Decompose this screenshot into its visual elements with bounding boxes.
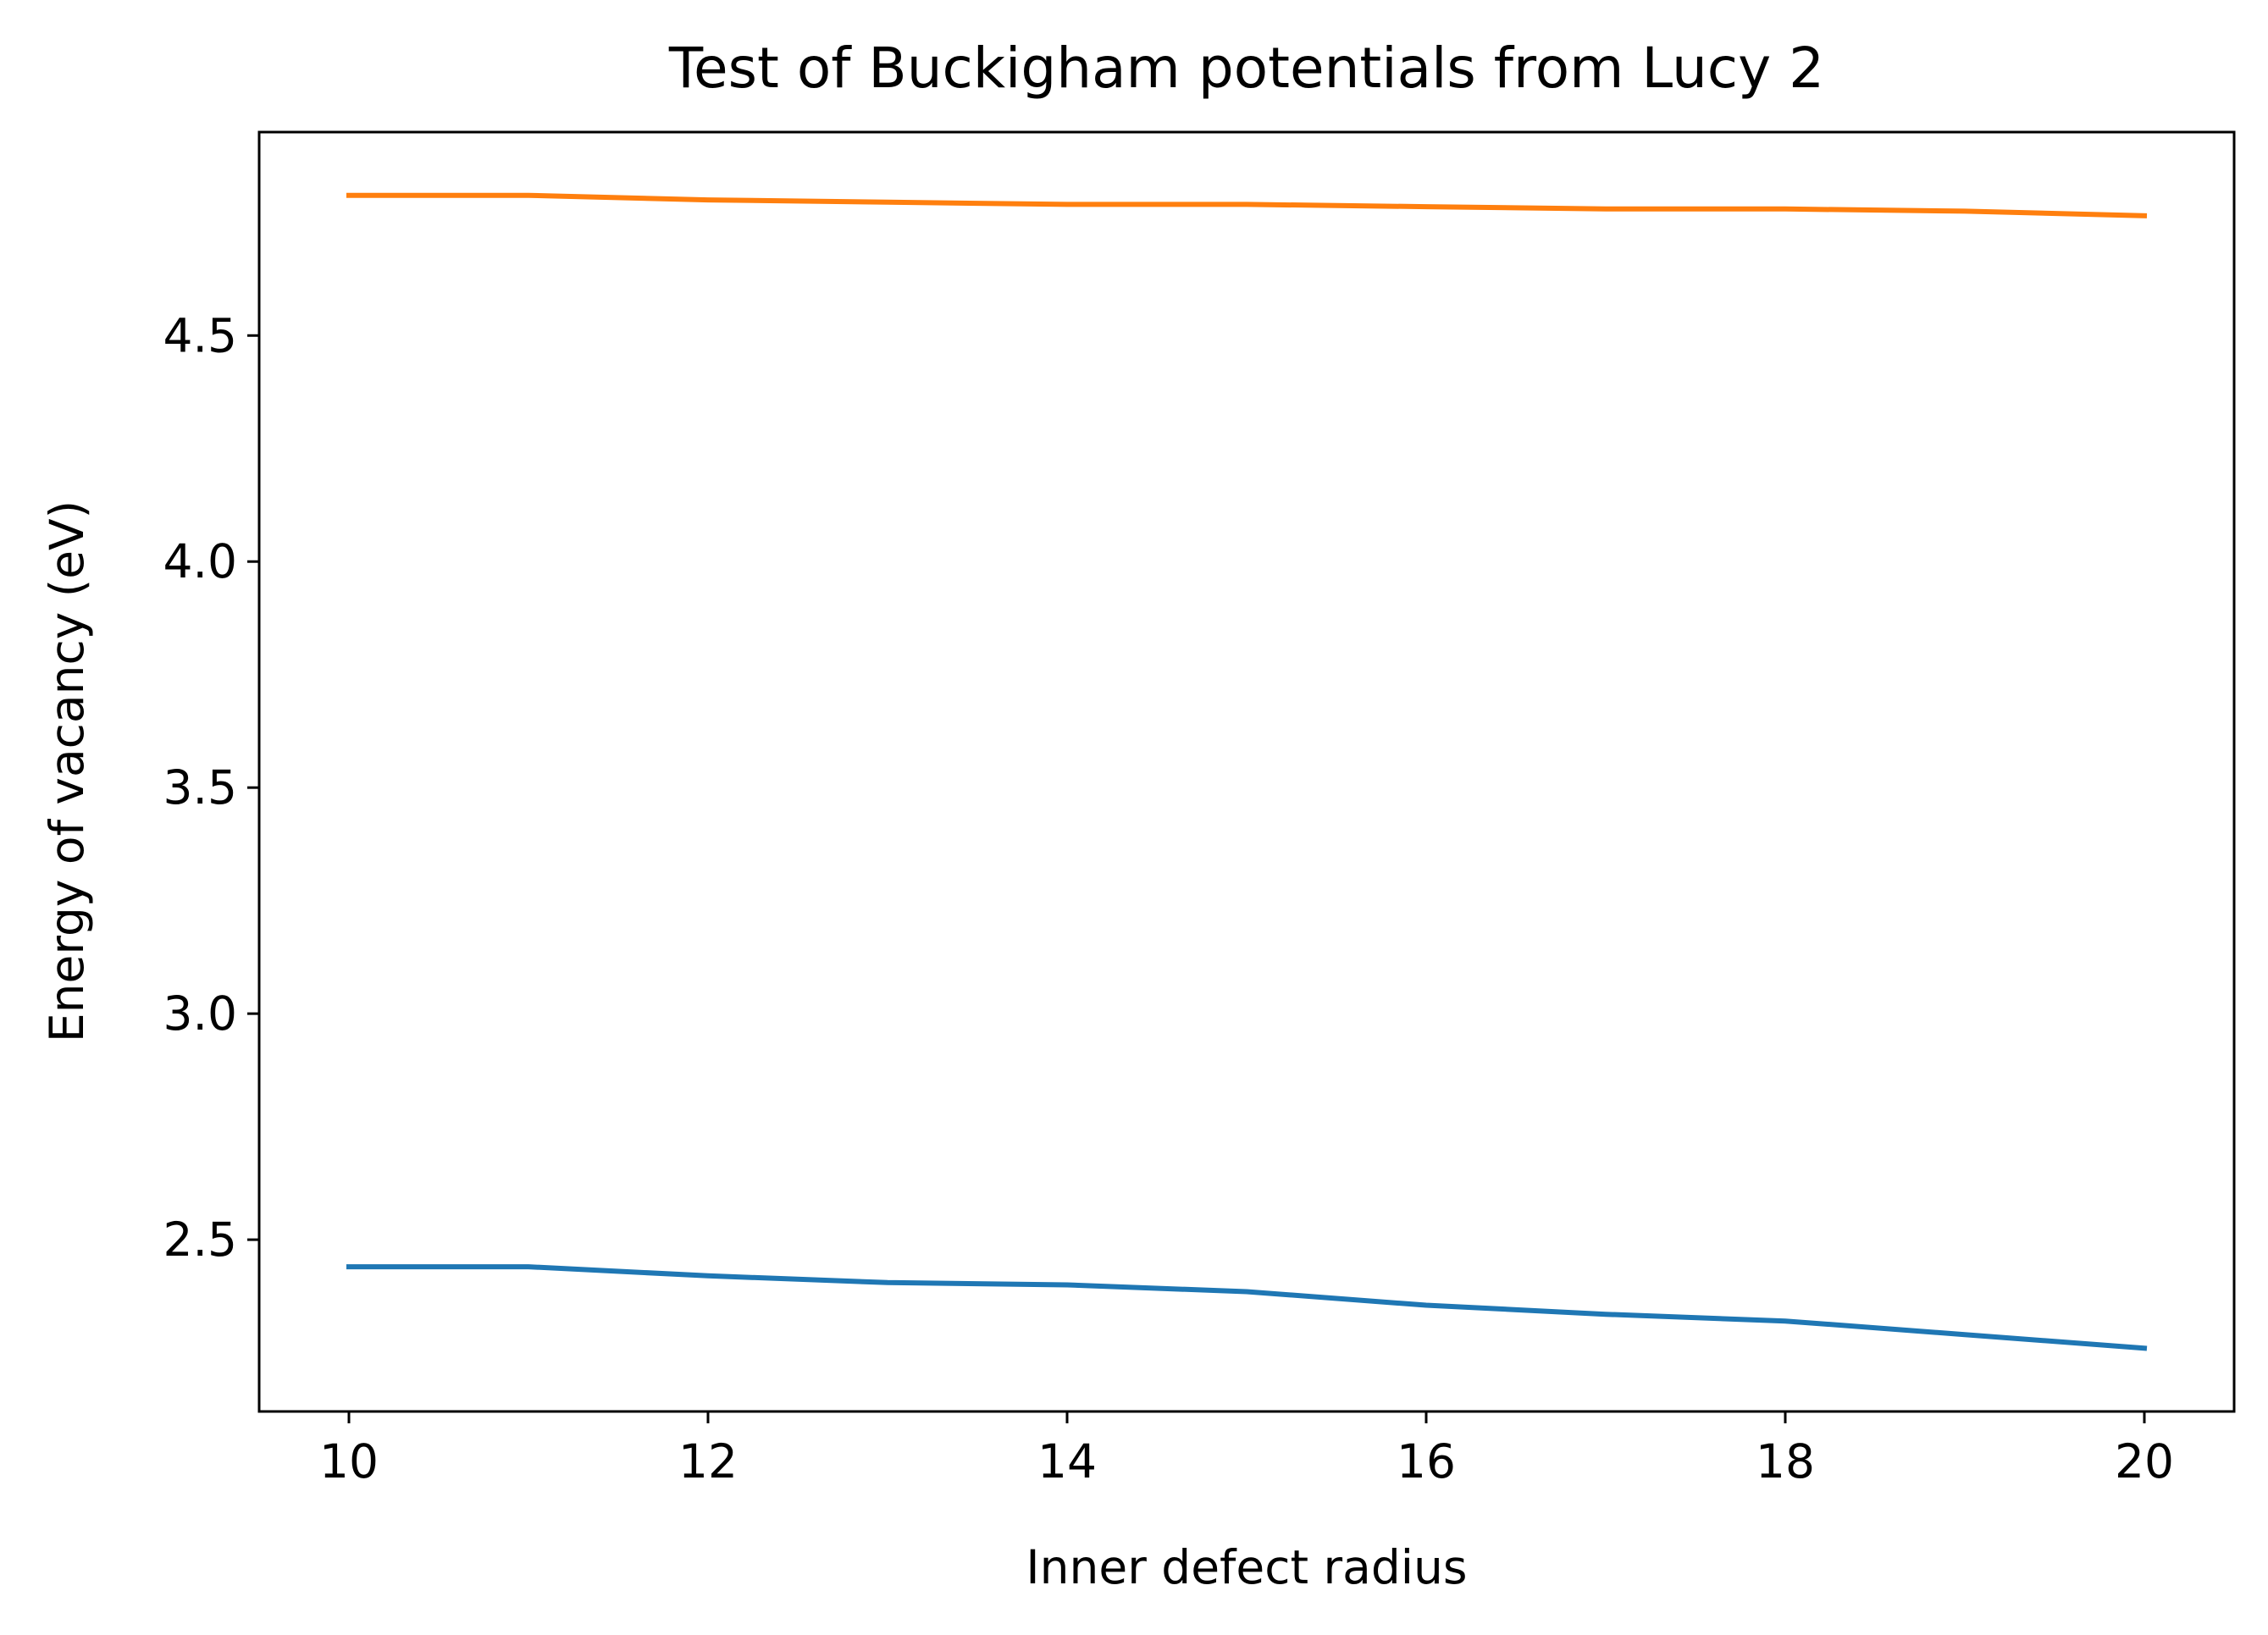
y-tick-label: 3.5 (163, 760, 237, 815)
y-axis-label: Energy of vacancy (eV) (40, 500, 94, 1042)
x-tick-label: 18 (1756, 1434, 1815, 1489)
y-tick-label: 4.5 (163, 308, 237, 362)
plot-frame (257, 130, 2236, 1413)
series-line-2 (346, 192, 2148, 218)
x-tick-label: 14 (1037, 1434, 1097, 1489)
chart-title: Test of Buckigham potentials from Lucy 2 (668, 36, 1824, 101)
x-tick-label: 16 (1397, 1434, 1456, 1489)
y-tick-label: 3.0 (163, 986, 237, 1041)
x-tick-label: 10 (319, 1434, 379, 1489)
y-axis: 2.5 3.0 3.5 4.0 4.5 (163, 308, 259, 1267)
x-axis-label: Inner defect radius (1026, 1540, 1467, 1594)
x-axis: 10 12 14 16 18 20 (319, 1411, 2174, 1489)
y-tick-label: 4.0 (163, 534, 237, 588)
plot-area (346, 192, 2148, 1351)
x-tick-label: 20 (2115, 1434, 2174, 1489)
series-line-1 (346, 1264, 2148, 1351)
x-tick-label: 12 (678, 1434, 738, 1489)
y-tick-label: 2.5 (163, 1212, 237, 1267)
